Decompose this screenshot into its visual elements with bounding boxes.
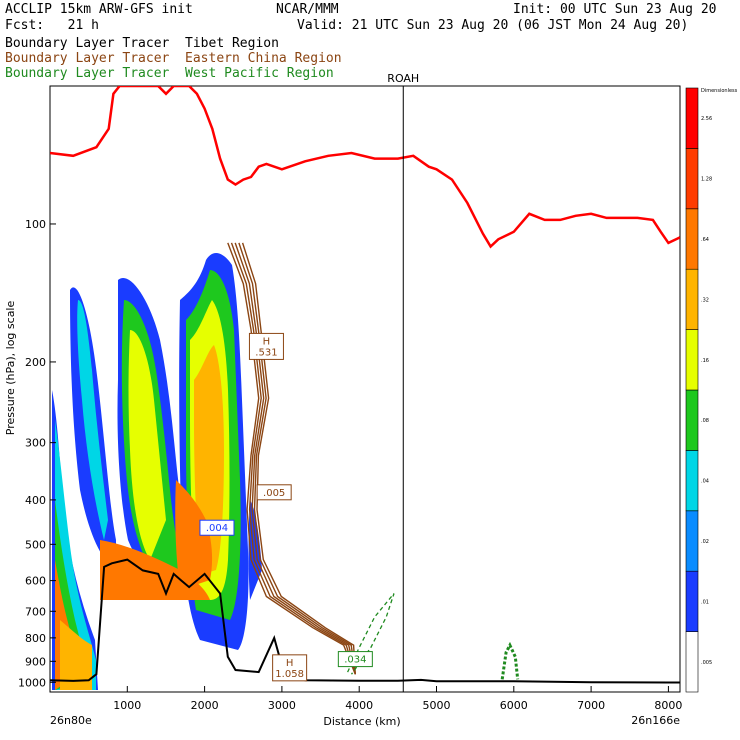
eastern-china-label: 1.058 bbox=[275, 669, 304, 680]
roah-marker-label: ROAH bbox=[387, 72, 419, 85]
colorbar-segment bbox=[685, 389, 699, 451]
init-time: Init: 00 UTC Sun 23 Aug 20 bbox=[513, 2, 717, 17]
colorbar-label: .01 bbox=[701, 599, 709, 605]
legend-eastern-china: Boundary Layer Tracer Eastern China Regi… bbox=[5, 51, 342, 66]
legend-tibet: Boundary Layer Tracer Tibet Region bbox=[5, 36, 279, 51]
right-end-label: 26n166e bbox=[631, 714, 680, 727]
colorbar-segment bbox=[685, 208, 699, 270]
eastern-china-contour bbox=[238, 242, 356, 675]
eastern-china-label: .005 bbox=[263, 488, 285, 499]
x-axis-label: Distance (km) bbox=[323, 715, 400, 728]
colorbar-label: .08 bbox=[701, 418, 709, 424]
tibet-tracer-shading bbox=[52, 253, 262, 690]
eastern-china-label: H bbox=[263, 336, 271, 347]
colorbar-label: .02 bbox=[701, 539, 709, 545]
x-tick-label: 6000 bbox=[500, 699, 528, 712]
x-tick-label: 4000 bbox=[345, 699, 373, 712]
colorbar-label: Dimensionless bbox=[701, 88, 738, 94]
y-tick-label: 1000 bbox=[18, 676, 46, 689]
x-tick-label: 8000 bbox=[654, 699, 682, 712]
colorbar-label: .16 bbox=[701, 358, 709, 364]
west-pacific-label-box bbox=[337, 651, 373, 668]
colorbar-segment bbox=[685, 148, 699, 210]
y-tick-label: 200 bbox=[25, 356, 46, 369]
y-tick-label: 500 bbox=[25, 538, 46, 551]
y-tick-label: 800 bbox=[25, 632, 46, 645]
colorbar-label: .64 bbox=[701, 237, 709, 243]
colorbar-segment bbox=[685, 87, 699, 149]
colorbar-label: .005 bbox=[701, 660, 712, 666]
eastern-china-label-box bbox=[248, 332, 284, 360]
tropopause-line bbox=[50, 86, 680, 249]
x-tick-label: 3000 bbox=[268, 699, 296, 712]
colorbar-label: 2.56 bbox=[701, 116, 712, 122]
y-tick-label: 700 bbox=[25, 605, 46, 618]
terrain-line bbox=[50, 558, 680, 684]
x-tick-label: 5000 bbox=[423, 699, 451, 712]
y-axis-label: Pressure (hPa), log scale bbox=[4, 301, 17, 436]
model-title: ACCLIP 15km ARW-GFS init bbox=[5, 2, 193, 17]
eastern-china-contour bbox=[227, 242, 356, 675]
eastern-china-contour bbox=[230, 242, 356, 675]
eastern-china-contour bbox=[241, 242, 356, 675]
west-pacific-label: .034 bbox=[344, 655, 366, 666]
y-tick-label: 600 bbox=[25, 575, 46, 588]
x-tick-label: 7000 bbox=[577, 699, 605, 712]
colorbar-segment bbox=[685, 510, 699, 572]
left-end-label: 26n80e bbox=[50, 714, 92, 727]
y-tick-label: 400 bbox=[25, 494, 46, 507]
colorbar-segment bbox=[685, 450, 699, 512]
colorbar-segment bbox=[685, 329, 699, 391]
plot-frame bbox=[49, 85, 681, 693]
eastern-china-label: .531 bbox=[255, 347, 277, 358]
y-tick-label: 300 bbox=[25, 437, 46, 450]
org-label: NCAR/MMM bbox=[276, 2, 339, 17]
west-pacific-contour bbox=[347, 593, 395, 675]
west-pacific-contour bbox=[500, 641, 520, 680]
x-tick-label: 1000 bbox=[113, 699, 141, 712]
tibet-label: .004 bbox=[206, 523, 228, 534]
forecast-hour: Fcst: 21 h bbox=[5, 18, 99, 33]
colorbar-segment bbox=[685, 570, 699, 632]
colorbar-label: 1.28 bbox=[701, 177, 712, 183]
x-tick-label: 2000 bbox=[191, 699, 219, 712]
colorbar-label: .04 bbox=[701, 479, 709, 485]
eastern-china-label: H bbox=[286, 658, 294, 669]
colorbar-segment bbox=[685, 268, 699, 330]
valid-time: Valid: 21 UTC Sun 23 Aug 20 (06 JST Mon … bbox=[297, 18, 689, 33]
eastern-china-label-box bbox=[256, 484, 292, 501]
colorbar-segment bbox=[685, 631, 699, 693]
y-tick-label: 900 bbox=[25, 655, 46, 668]
eastern-china-label-box bbox=[272, 654, 308, 682]
tibet-label-box bbox=[199, 519, 235, 536]
colorbar-label: .32 bbox=[701, 297, 709, 303]
eastern-china-contour bbox=[234, 242, 356, 675]
y-tick-label: 100 bbox=[25, 218, 46, 231]
legend-west-pacific: Boundary Layer Tracer West Pacific Regio… bbox=[5, 66, 334, 81]
